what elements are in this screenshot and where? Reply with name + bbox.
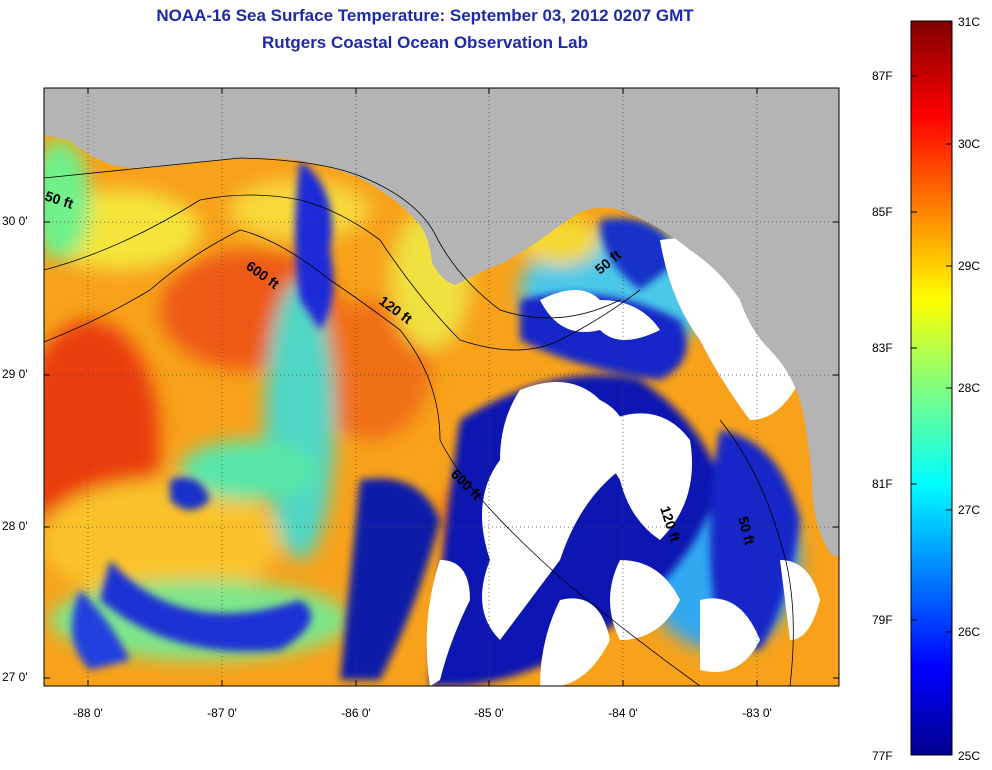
- axis-ticks: [44, 88, 839, 686]
- contour-label: 50 ft: [735, 515, 758, 547]
- lon-tick-label: -85 0': [474, 706, 504, 720]
- lat-tick-label: 29 0': [2, 367, 28, 381]
- colorbar-celsius-label: 30C: [958, 137, 981, 151]
- plot-frame: [43, 87, 840, 687]
- map-subtitle: Rutgers Coastal Ocean Observation Lab: [262, 33, 588, 52]
- colorbar: [910, 20, 953, 756]
- lon-tick-label: -86 0': [341, 706, 371, 720]
- bathymetry-contours: [44, 157, 794, 686]
- colorbar-fahrenheit-label: 77F: [872, 749, 893, 763]
- colorbar-celsius-label: 27C: [958, 503, 981, 517]
- colorbar-celsius-label: 25C: [958, 749, 981, 763]
- map-title: NOAA-16 Sea Surface Temperature: Septemb…: [156, 6, 694, 25]
- colorbar-celsius-label: 31C: [958, 15, 981, 29]
- lon-tick-label: -83 0': [742, 706, 772, 720]
- graticule: [44, 88, 839, 686]
- colorbar-celsius-label: 28C: [958, 381, 981, 395]
- colorbar-fahrenheit-label: 81F: [872, 477, 893, 491]
- plot-area: 50 ft 600 ft 120 ft 50 ft 600 ft 120 ft …: [44, 88, 839, 686]
- lat-tick-label: 28 0': [2, 519, 28, 533]
- colorbar-fahrenheit-label: 83F: [872, 341, 893, 355]
- colorbar-fahrenheit-label: 85F: [872, 205, 893, 219]
- land-mass: [44, 88, 839, 557]
- colorbar-fahrenheit-label: 87F: [872, 69, 893, 83]
- colorbar-ticks: [911, 75, 952, 633]
- lat-tick-label: 30 0': [2, 214, 28, 228]
- colorbar-celsius-label: 29C: [958, 259, 981, 273]
- cloud-mask: [426, 238, 820, 686]
- lon-tick-label: -88 0': [73, 706, 103, 720]
- lon-tick-label: -87 0': [207, 706, 237, 720]
- lon-tick-label: -84 0': [608, 706, 638, 720]
- colorbar-fahrenheit-label: 79F: [872, 613, 893, 627]
- colorbar-celsius-label: 26C: [958, 625, 981, 639]
- lat-tick-label: 27 0': [2, 670, 28, 684]
